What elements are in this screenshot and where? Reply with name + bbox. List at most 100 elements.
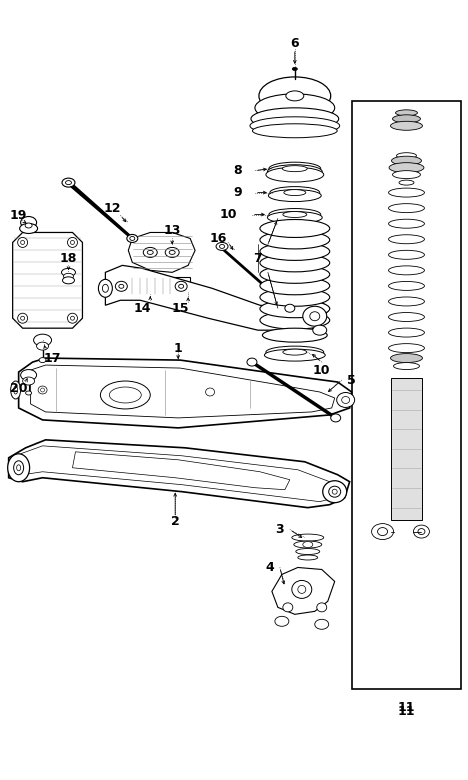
Polygon shape <box>105 265 330 330</box>
Ellipse shape <box>396 153 417 158</box>
Ellipse shape <box>14 461 23 475</box>
Ellipse shape <box>34 334 51 346</box>
Ellipse shape <box>7 454 29 482</box>
Ellipse shape <box>169 250 175 254</box>
Bar <box>112 278 190 296</box>
Ellipse shape <box>315 619 329 629</box>
Text: 20: 20 <box>10 381 28 395</box>
Ellipse shape <box>372 523 394 540</box>
Ellipse shape <box>38 386 47 394</box>
Ellipse shape <box>37 342 49 350</box>
Ellipse shape <box>259 77 331 115</box>
Ellipse shape <box>388 188 424 197</box>
Ellipse shape <box>292 580 312 598</box>
Text: 7: 7 <box>254 252 262 265</box>
Ellipse shape <box>264 349 325 361</box>
Ellipse shape <box>165 247 179 257</box>
Text: 5: 5 <box>347 374 356 387</box>
Ellipse shape <box>283 211 307 218</box>
Ellipse shape <box>260 277 330 295</box>
Ellipse shape <box>147 250 153 254</box>
Ellipse shape <box>143 247 157 257</box>
Ellipse shape <box>342 396 350 403</box>
Ellipse shape <box>317 603 327 612</box>
Ellipse shape <box>61 268 75 276</box>
Ellipse shape <box>71 316 74 321</box>
Ellipse shape <box>260 289 330 307</box>
Ellipse shape <box>18 237 28 247</box>
Ellipse shape <box>71 240 74 244</box>
Polygon shape <box>128 232 195 272</box>
Ellipse shape <box>205 388 214 396</box>
Ellipse shape <box>296 548 320 555</box>
Ellipse shape <box>21 240 25 244</box>
Ellipse shape <box>329 486 341 497</box>
Ellipse shape <box>119 285 124 289</box>
Ellipse shape <box>331 414 341 422</box>
Ellipse shape <box>255 94 335 122</box>
Ellipse shape <box>14 386 18 394</box>
Ellipse shape <box>25 223 32 228</box>
Text: 11: 11 <box>398 704 415 718</box>
Ellipse shape <box>101 381 150 409</box>
Ellipse shape <box>21 217 37 229</box>
Ellipse shape <box>298 555 318 560</box>
Ellipse shape <box>22 377 35 385</box>
Ellipse shape <box>388 297 424 306</box>
Ellipse shape <box>219 244 225 248</box>
Ellipse shape <box>388 313 424 321</box>
Ellipse shape <box>285 304 295 312</box>
Ellipse shape <box>102 285 109 292</box>
Ellipse shape <box>393 115 420 122</box>
Ellipse shape <box>260 311 330 329</box>
Ellipse shape <box>267 165 322 179</box>
Ellipse shape <box>21 370 37 381</box>
Ellipse shape <box>260 219 330 237</box>
Ellipse shape <box>266 167 324 182</box>
Text: 19: 19 <box>10 209 27 222</box>
Ellipse shape <box>260 300 330 317</box>
Ellipse shape <box>390 122 423 130</box>
Bar <box>351 101 461 689</box>
Ellipse shape <box>64 273 73 279</box>
Ellipse shape <box>388 204 424 213</box>
Ellipse shape <box>282 165 307 172</box>
Ellipse shape <box>292 67 297 70</box>
Polygon shape <box>19 358 351 428</box>
Ellipse shape <box>67 237 78 247</box>
Ellipse shape <box>332 489 337 495</box>
Ellipse shape <box>310 312 320 321</box>
Ellipse shape <box>260 243 330 261</box>
Text: 3: 3 <box>276 523 284 536</box>
Text: 14: 14 <box>133 302 151 315</box>
Ellipse shape <box>399 180 414 185</box>
Ellipse shape <box>286 91 304 101</box>
Text: 17: 17 <box>44 352 61 364</box>
Ellipse shape <box>21 316 25 321</box>
Ellipse shape <box>115 282 127 291</box>
Ellipse shape <box>388 344 424 353</box>
Ellipse shape <box>251 108 339 129</box>
Ellipse shape <box>323 480 347 502</box>
Ellipse shape <box>284 190 306 196</box>
Ellipse shape <box>389 163 424 172</box>
Ellipse shape <box>390 353 423 363</box>
Ellipse shape <box>395 110 417 115</box>
Ellipse shape <box>17 465 21 471</box>
Ellipse shape <box>66 181 72 185</box>
Ellipse shape <box>269 162 321 176</box>
Ellipse shape <box>283 603 293 612</box>
Ellipse shape <box>130 236 135 240</box>
Ellipse shape <box>18 314 28 323</box>
Text: 11: 11 <box>398 700 415 714</box>
Ellipse shape <box>413 525 430 538</box>
Ellipse shape <box>388 282 424 290</box>
Ellipse shape <box>388 328 424 337</box>
Ellipse shape <box>179 285 183 289</box>
Ellipse shape <box>39 357 46 363</box>
Ellipse shape <box>336 392 355 407</box>
Text: 8: 8 <box>234 164 242 177</box>
Ellipse shape <box>303 541 313 548</box>
Polygon shape <box>73 452 290 490</box>
Ellipse shape <box>110 387 141 403</box>
